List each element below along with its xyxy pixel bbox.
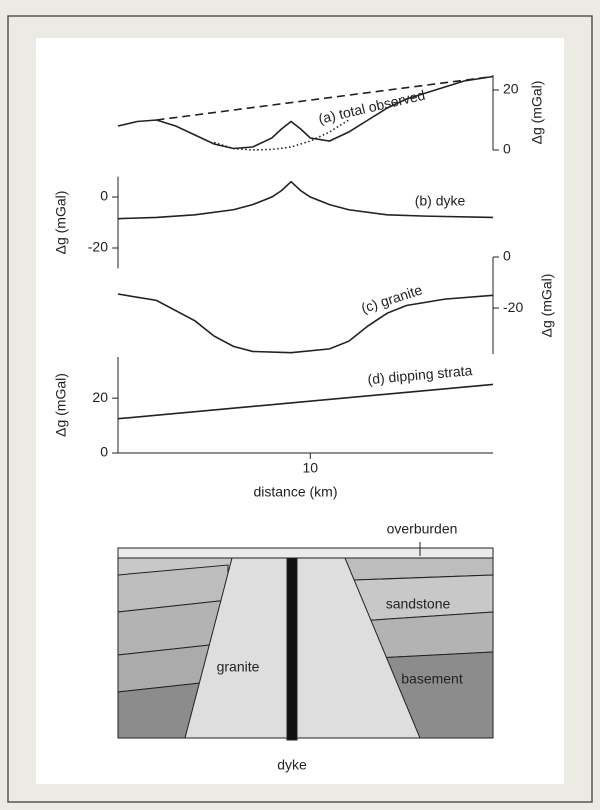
- y-tick-label: 0: [503, 248, 511, 264]
- label: overburden: [387, 521, 458, 537]
- annotation: (b) dyke: [415, 193, 466, 209]
- y-axis-title: Δg (mGal): [539, 274, 555, 338]
- y-tick-label: -20: [88, 239, 108, 255]
- y-tick-label: 20: [503, 81, 519, 97]
- y-tick-label: 0: [100, 188, 108, 204]
- cross-section: [118, 542, 493, 740]
- y-tick-label: 0: [100, 444, 108, 460]
- label: sandstone: [386, 596, 451, 612]
- label: granite: [217, 659, 260, 675]
- y-tick-label: 0: [503, 141, 511, 157]
- label: basement: [401, 671, 463, 687]
- y-axis-title: Δg (mGal): [53, 191, 69, 255]
- label: dyke: [277, 757, 307, 773]
- y-tick-label: -20: [503, 299, 523, 315]
- y-tick-label: 20: [92, 389, 108, 405]
- y-axis-title: Δg (mGal): [53, 373, 69, 437]
- y-axis-title: Δg (mGal): [529, 81, 545, 145]
- x-axis-title: distance (km): [253, 484, 337, 500]
- figure: overburden sandstone granite basement dy…: [0, 0, 600, 810]
- page: overburden sandstone granite basement dy…: [0, 0, 600, 810]
- dyke-body: [287, 558, 297, 740]
- overburden-layer: [118, 548, 493, 558]
- x-tick-label: 10: [303, 460, 319, 476]
